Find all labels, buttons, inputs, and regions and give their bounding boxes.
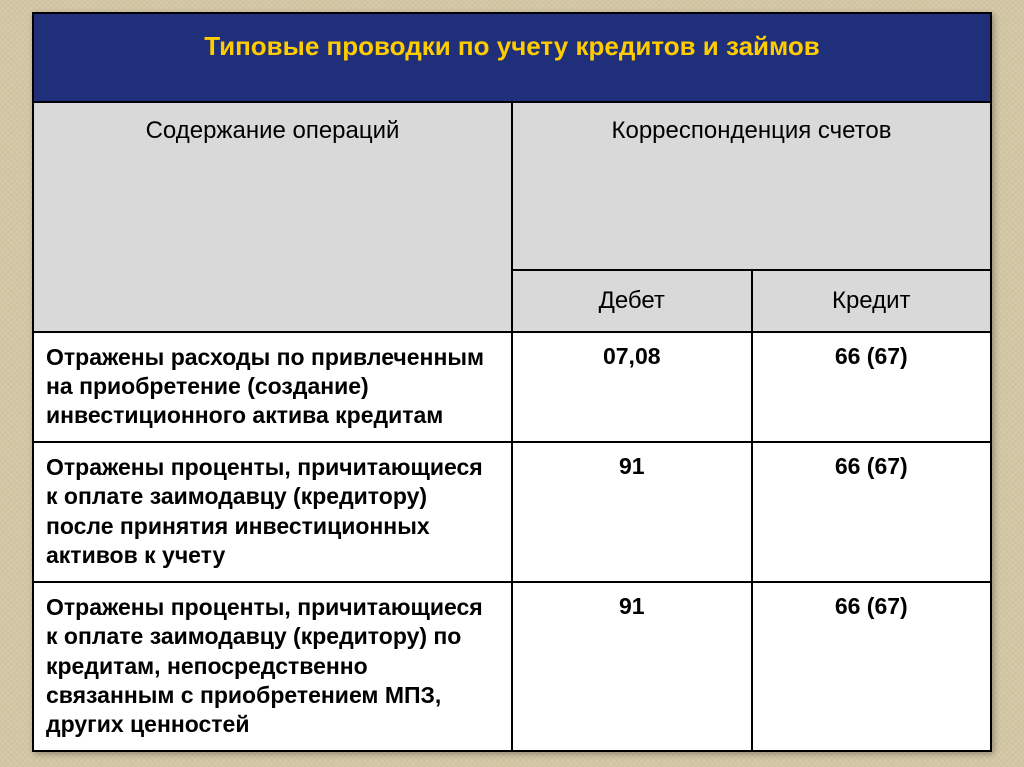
col-credit: Кредит	[752, 270, 992, 332]
table-frame: Типовые проводки по учету кредитов и зай…	[32, 12, 992, 752]
header-row-1: Содержание операций Корреспонденция счет…	[33, 102, 991, 270]
table-row: Отражены проценты, причитающиеся к оплат…	[33, 442, 991, 582]
table-row: Отражены проценты, причитающиеся к оплат…	[33, 582, 991, 751]
col-correspondence: Корреспонденция счетов	[512, 102, 991, 270]
col-operations: Содержание операций	[33, 102, 512, 332]
table-title: Типовые проводки по учету кредитов и зай…	[33, 13, 991, 102]
credit-cell: 66 (67)	[752, 442, 992, 582]
operation-cell: Отражены расходы по привлеченным на прио…	[33, 332, 512, 442]
table-row: Отражены расходы по привлеченным на прио…	[33, 332, 991, 442]
debit-cell: 07,08	[512, 332, 752, 442]
credit-cell: 66 (67)	[752, 332, 992, 442]
operation-cell: Отражены проценты, причитающиеся к оплат…	[33, 582, 512, 751]
operation-cell: Отражены проценты, причитающиеся к оплат…	[33, 442, 512, 582]
credit-cell: 66 (67)	[752, 582, 992, 751]
debit-cell: 91	[512, 442, 752, 582]
title-row: Типовые проводки по учету кредитов и зай…	[33, 13, 991, 102]
debit-cell: 91	[512, 582, 752, 751]
entries-table: Типовые проводки по учету кредитов и зай…	[32, 12, 992, 752]
col-debit: Дебет	[512, 270, 752, 332]
